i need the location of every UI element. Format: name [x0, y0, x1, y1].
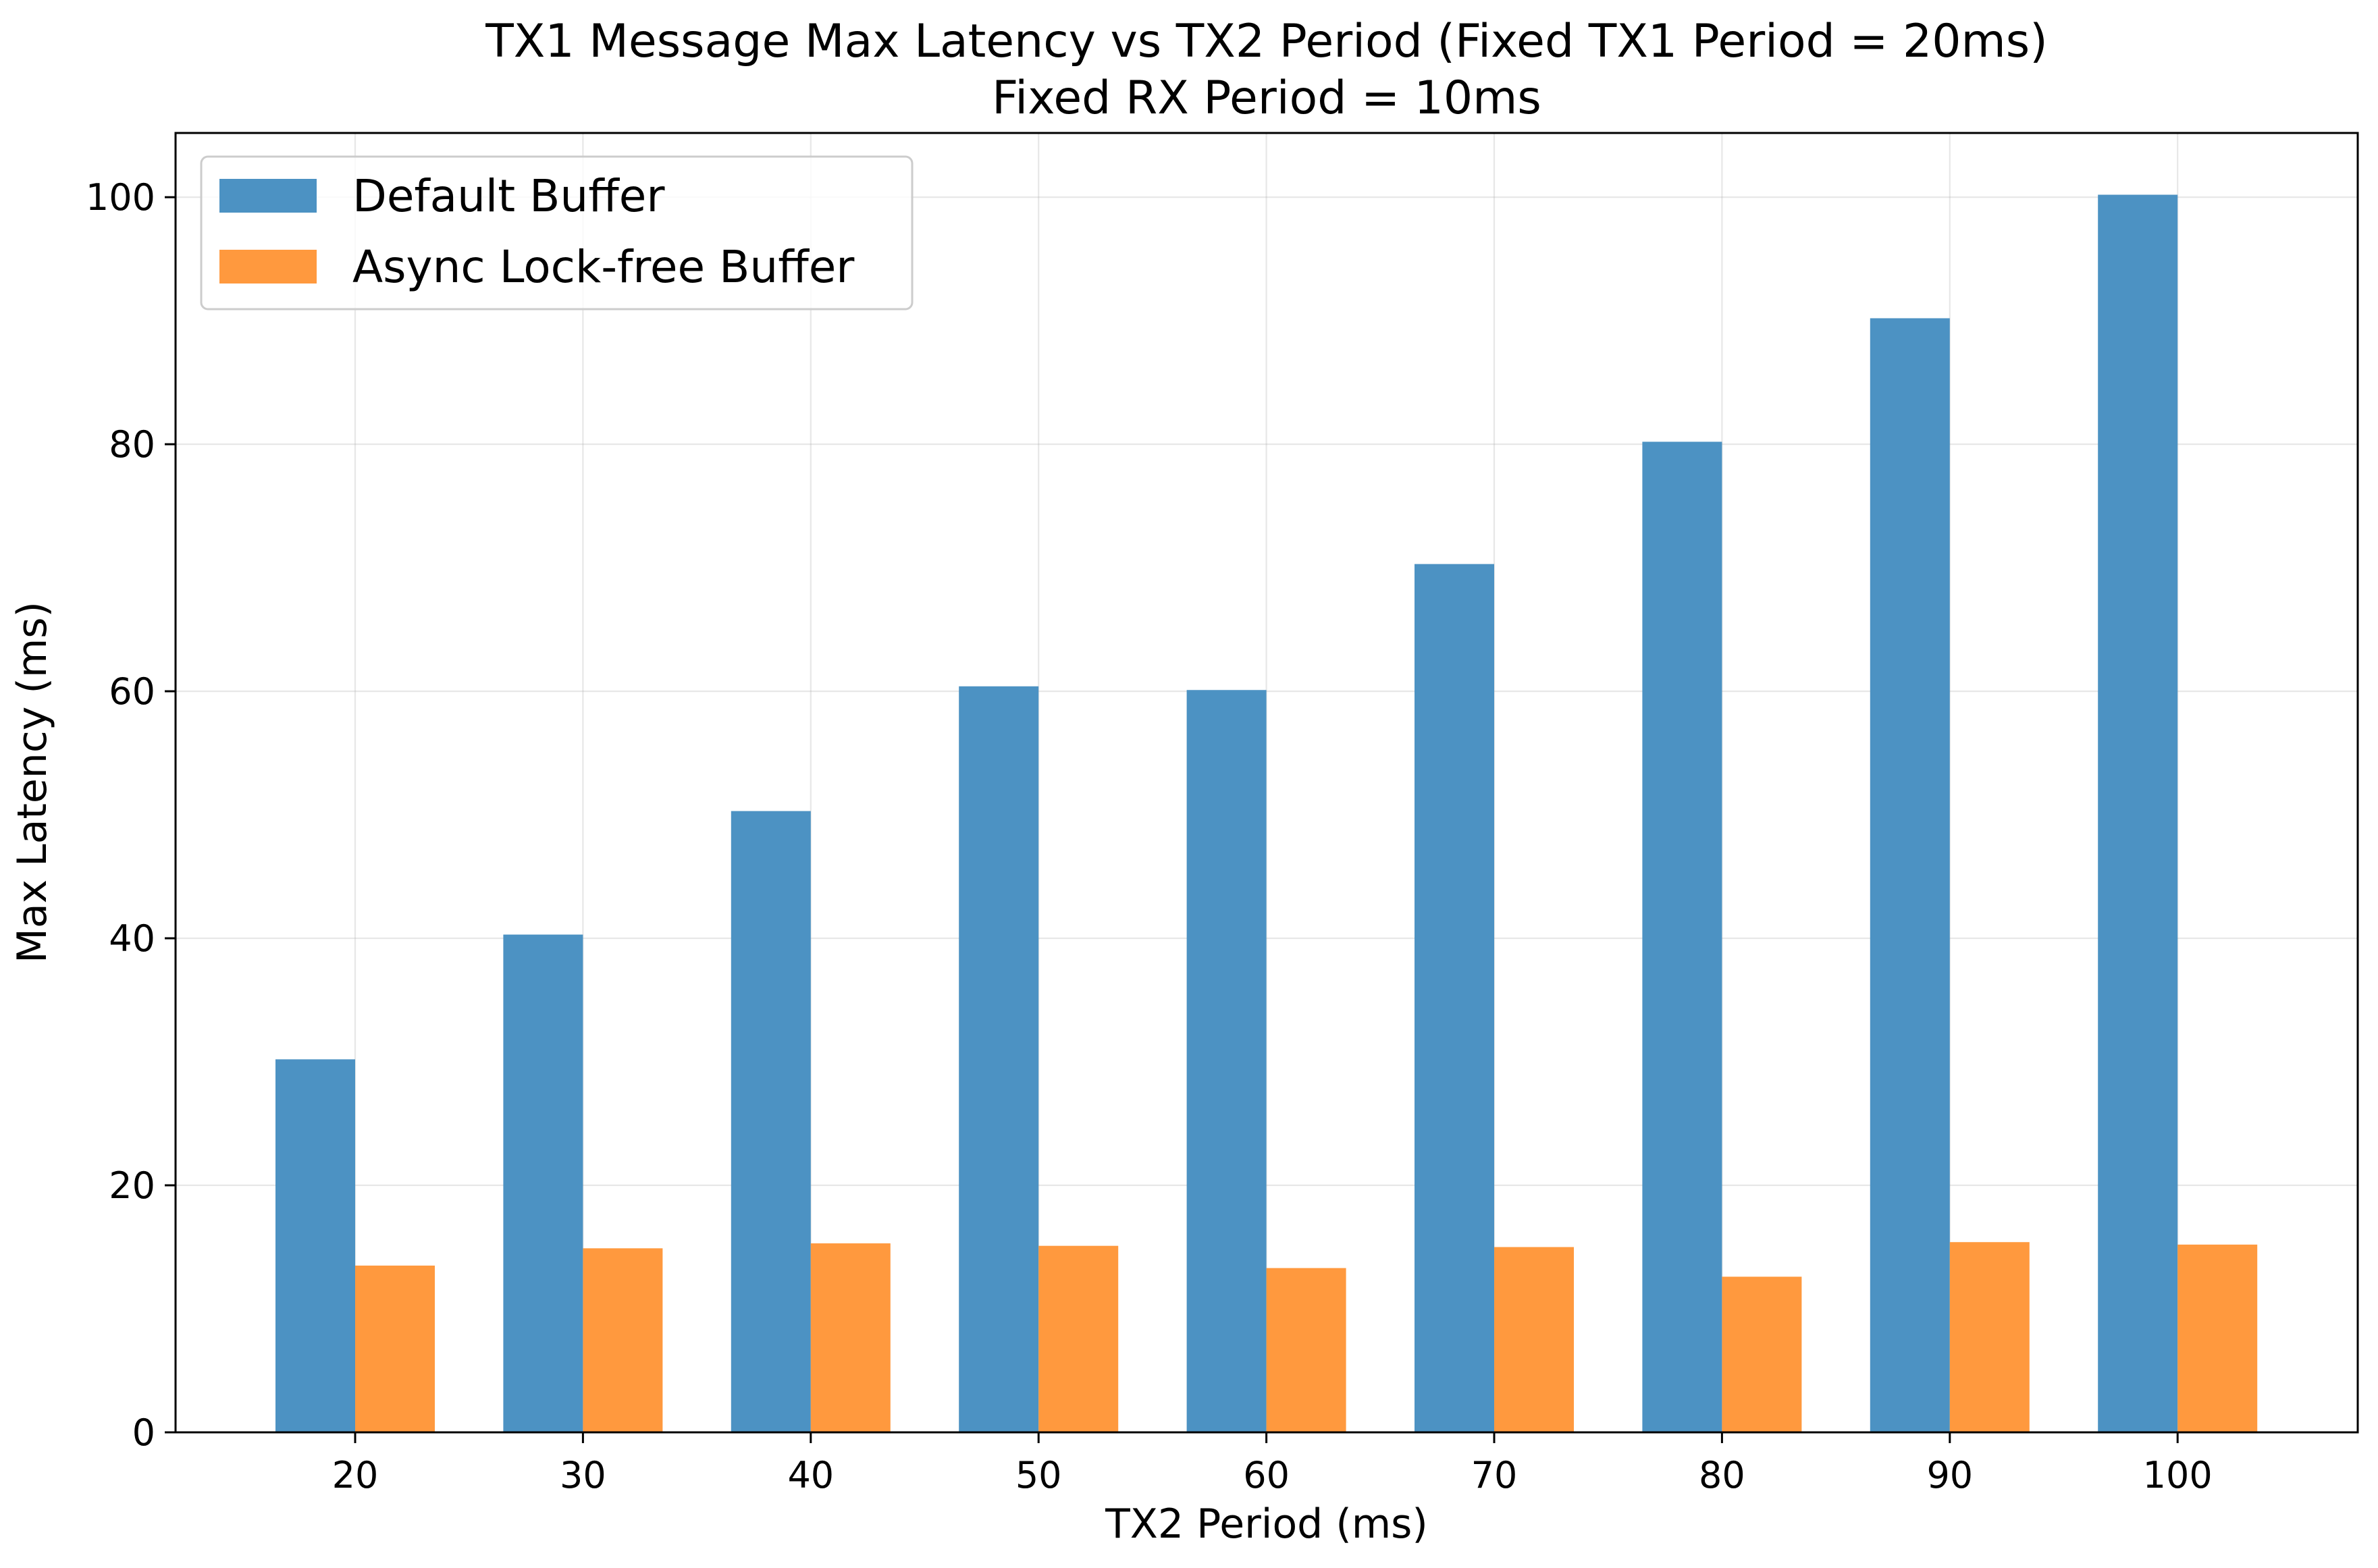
legend-frame [200, 155, 914, 310]
bar-async-lockfree-buffer [1266, 1268, 1346, 1432]
y-tick-label: 80 [109, 423, 155, 466]
y-axis-label: Max Latency (ms) [9, 601, 56, 963]
x-tick-label: 20 [332, 1454, 379, 1496]
chart-title: TX1 Message Max Latency vs TX2 Period (F… [485, 15, 2048, 68]
x-axis-ticks: 20 30 40 50 60 70 80 90 100 [332, 1432, 2213, 1496]
x-tick-label: 100 [2143, 1454, 2213, 1496]
legend: Default Buffer Async Lock-free Buffer [200, 155, 914, 310]
bar-async-lockfree-buffer [1949, 1242, 2030, 1432]
legend-swatch-async-lockfree-buffer [219, 250, 317, 283]
x-tick-label: 80 [1699, 1454, 1745, 1496]
bars [275, 194, 2258, 1433]
y-tick-label: 20 [109, 1164, 155, 1207]
x-tick-label: 70 [1471, 1454, 1518, 1496]
bar-async-lockfree-buffer [1494, 1247, 1574, 1432]
x-tick-label: 40 [787, 1454, 834, 1496]
bar-async-lockfree-buffer [583, 1248, 663, 1432]
bar-default-buffer [2098, 194, 2178, 1432]
gridlines [176, 133, 2358, 1434]
bar-async-lockfree-buffer [810, 1243, 891, 1432]
bar-default-buffer [1642, 441, 1722, 1433]
x-tick-label: 50 [1015, 1454, 1062, 1496]
bar-default-buffer [731, 811, 811, 1432]
bar-default-buffer [275, 1059, 355, 1432]
bar-async-lockfree-buffer [1722, 1276, 1802, 1432]
bar-async-lockfree-buffer [1038, 1245, 1119, 1432]
y-tick-label: 40 [109, 917, 155, 960]
bar-default-buffer [1186, 690, 1267, 1432]
legend-label-default-buffer: Default Buffer [352, 170, 665, 222]
bar-async-lockfree-buffer [355, 1265, 435, 1432]
bar-default-buffer [959, 686, 1039, 1432]
y-tick-label: 60 [109, 670, 155, 713]
y-tick-label: 0 [132, 1411, 155, 1454]
legend-swatch-default-buffer [219, 179, 317, 213]
x-tick-label: 90 [1926, 1454, 1973, 1496]
bar-default-buffer [1415, 564, 1494, 1432]
x-axis-label: TX2 Period (ms) [1105, 1501, 1428, 1548]
legend-label-async-lockfree-buffer: Async Lock-free Buffer [352, 241, 855, 293]
y-tick-label: 100 [86, 176, 155, 219]
x-tick-label: 60 [1243, 1454, 1290, 1496]
bar-async-lockfree-buffer [2177, 1244, 2258, 1432]
bar-default-buffer [503, 934, 583, 1432]
bar-default-buffer [1870, 318, 1950, 1432]
chart-subtitle: Fixed RX Period = 10ms [992, 72, 1541, 125]
y-axis-ticks: 0 20 40 60 80 100 [86, 176, 176, 1454]
x-tick-label: 30 [560, 1454, 606, 1496]
